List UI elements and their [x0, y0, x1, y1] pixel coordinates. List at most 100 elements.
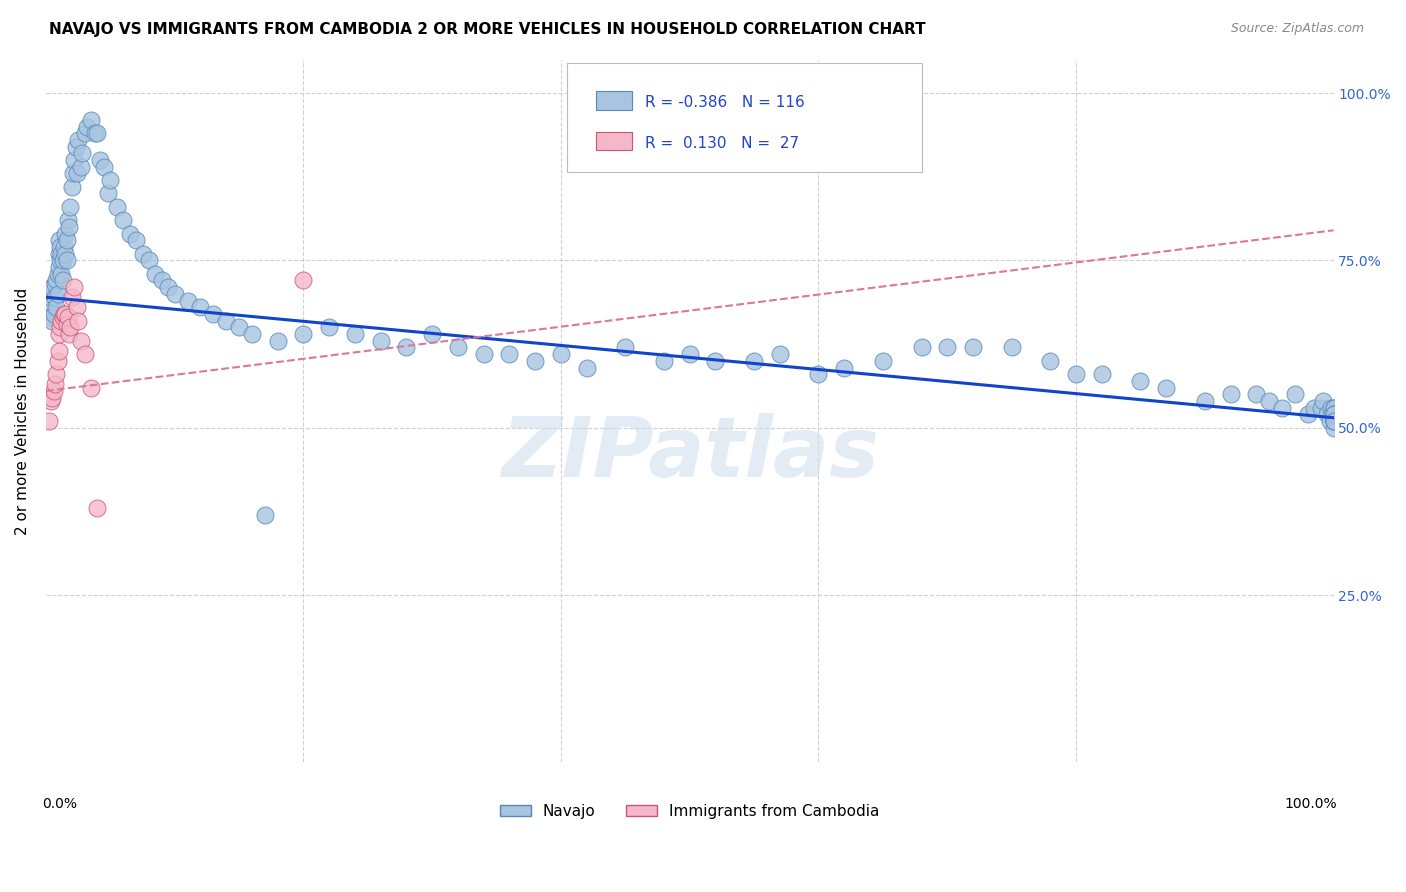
Navajo [1322, 414, 1344, 428]
Navajo [131, 246, 153, 260]
Navajo [52, 273, 75, 287]
Navajo [202, 307, 225, 321]
Navajo [44, 290, 66, 304]
FancyBboxPatch shape [568, 63, 921, 172]
Navajo [1296, 408, 1319, 422]
Navajo [65, 139, 87, 153]
Navajo [1322, 414, 1344, 428]
Navajo [83, 126, 105, 140]
Navajo [163, 286, 186, 301]
Navajo [1316, 408, 1339, 422]
Immigrants from Cambodia [292, 273, 315, 287]
Immigrants from Cambodia [59, 320, 82, 334]
Text: NAVAJO VS IMMIGRANTS FROM CAMBODIA 2 OR MORE VEHICLES IN HOUSEHOLD CORRELATION C: NAVAJO VS IMMIGRANTS FROM CAMBODIA 2 OR … [49, 22, 925, 37]
Navajo [1322, 408, 1344, 422]
Navajo [105, 200, 128, 214]
Navajo [73, 126, 96, 140]
Navajo [45, 300, 67, 314]
Navajo [395, 340, 418, 354]
Navajo [267, 334, 290, 348]
Navajo [679, 347, 702, 361]
Navajo [652, 354, 675, 368]
Navajo [420, 326, 443, 341]
Navajo [53, 246, 76, 260]
Navajo [66, 166, 89, 180]
Navajo [41, 280, 63, 294]
Text: Source: ZipAtlas.com: Source: ZipAtlas.com [1230, 22, 1364, 36]
Navajo [1091, 368, 1114, 382]
Navajo [48, 233, 70, 247]
Immigrants from Cambodia [67, 313, 90, 327]
Navajo [1319, 414, 1341, 428]
Navajo [215, 313, 238, 327]
Navajo [910, 340, 932, 354]
Navajo [38, 290, 60, 304]
Text: R =  0.130   N =  27: R = 0.130 N = 27 [645, 136, 799, 151]
Navajo [46, 286, 69, 301]
Immigrants from Cambodia [53, 307, 76, 321]
Navajo [56, 213, 79, 227]
Immigrants from Cambodia [56, 310, 79, 325]
Navajo [1129, 374, 1152, 388]
Immigrants from Cambodia [48, 343, 70, 358]
Navajo [1320, 401, 1343, 415]
Navajo [1246, 387, 1268, 401]
Navajo [962, 340, 984, 354]
Navajo [498, 347, 520, 361]
Navajo [704, 354, 727, 368]
Navajo [292, 326, 315, 341]
Navajo [76, 120, 98, 134]
Navajo [59, 200, 82, 214]
Immigrants from Cambodia [38, 414, 60, 428]
Navajo [1312, 394, 1334, 409]
Navajo [63, 153, 86, 167]
Navajo [1064, 368, 1087, 382]
Navajo [1322, 408, 1344, 422]
Navajo [872, 354, 894, 368]
Navajo [93, 160, 115, 174]
Navajo [550, 347, 572, 361]
Navajo [62, 166, 84, 180]
Immigrants from Cambodia [86, 501, 108, 516]
Immigrants from Cambodia [53, 307, 76, 321]
Immigrants from Cambodia [80, 381, 103, 395]
Navajo [80, 112, 103, 127]
Navajo [1322, 408, 1344, 422]
Navajo [1219, 387, 1241, 401]
Navajo [370, 334, 392, 348]
Navajo [112, 213, 135, 227]
Immigrants from Cambodia [69, 334, 91, 348]
Navajo [228, 320, 250, 334]
Navajo [1284, 387, 1306, 401]
Text: R = -0.386   N = 116: R = -0.386 N = 116 [645, 95, 804, 110]
Navajo [53, 240, 76, 254]
Navajo [343, 326, 366, 341]
Navajo [55, 253, 77, 268]
Immigrants from Cambodia [63, 280, 86, 294]
Navajo [44, 277, 66, 291]
FancyBboxPatch shape [596, 132, 631, 150]
Navajo [49, 253, 72, 268]
Immigrants from Cambodia [45, 368, 67, 382]
Navajo [1154, 381, 1177, 395]
Navajo [49, 240, 72, 254]
Navajo [41, 313, 63, 327]
Navajo [318, 320, 340, 334]
Navajo [157, 280, 180, 294]
Immigrants from Cambodia [52, 310, 75, 325]
Text: 0.0%: 0.0% [42, 797, 77, 811]
Navajo [42, 307, 65, 321]
Navajo [51, 246, 73, 260]
Navajo [69, 160, 91, 174]
Immigrants from Cambodia [73, 347, 96, 361]
Navajo [67, 133, 90, 147]
Immigrants from Cambodia [60, 290, 83, 304]
Navajo [240, 326, 263, 341]
Navajo [742, 354, 765, 368]
Immigrants from Cambodia [44, 377, 66, 392]
Immigrants from Cambodia [48, 326, 70, 341]
Navajo [1258, 394, 1281, 409]
Navajo [53, 227, 76, 241]
Navajo [253, 508, 276, 522]
Navajo [45, 273, 67, 287]
